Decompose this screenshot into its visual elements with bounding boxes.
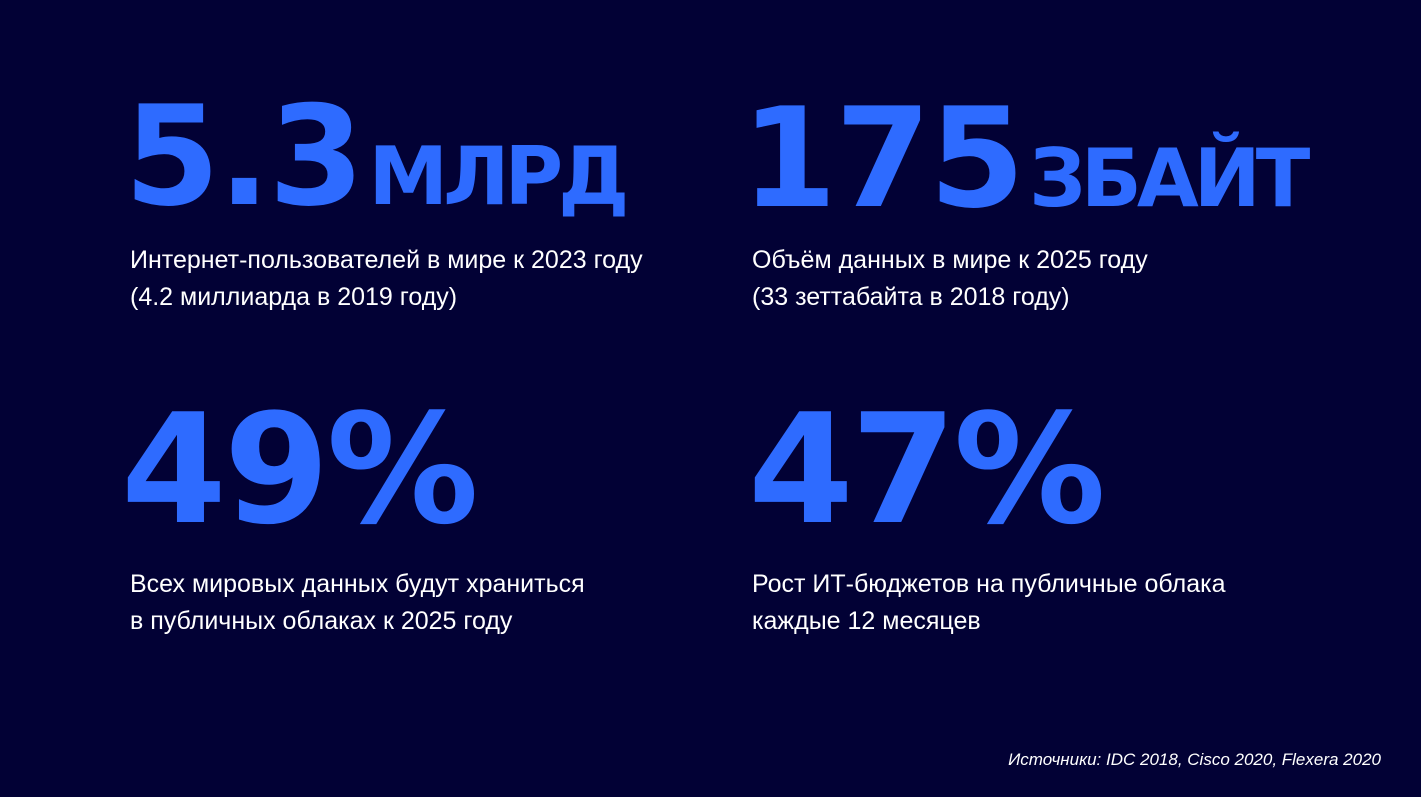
- stat-number: 49%: [121, 381, 479, 558]
- description-line: в публичных облаках к 2025 году: [130, 607, 513, 635]
- description-line: Объём данных в мире к 2025 году: [752, 246, 1148, 274]
- stat-unit: ЗБАЙТ: [1029, 132, 1310, 225]
- description-line: Всех мировых данных будут храниться: [130, 570, 585, 598]
- sources-note: Источники: IDC 2018, Cisco 2020, Flexera…: [1008, 750, 1381, 769]
- stat-public-cloud-data-description: Всех мировых данных будут храниться в пу…: [130, 566, 585, 640]
- description-line: (4.2 миллиарда в 2019 году): [130, 283, 458, 311]
- stat-number: 47%: [748, 381, 1106, 558]
- stat-data-volume-description: Объём данных в мире к 2025 году (33 зетт…: [752, 242, 1148, 316]
- stat-number: 175: [741, 78, 1025, 239]
- stat-public-cloud-data-value: 49%: [121, 394, 479, 546]
- stat-it-budget-growth-value: 47%: [748, 394, 1106, 546]
- stat-it-budget-growth-description: Рост ИТ-бюджетов на публичные облака каж…: [752, 566, 1226, 640]
- description-line: Рост ИТ-бюджетов на публичные облака: [752, 570, 1226, 598]
- description-line: каждые 12 месяцев: [752, 607, 981, 635]
- description-line: Интернет-пользователей в мире к 2023 год…: [130, 246, 643, 274]
- stat-data-volume-value: 175ЗБАЙТ: [741, 90, 1310, 228]
- stat-internet-users-value: 5.3МЛРД: [124, 88, 629, 226]
- description-line: (33 зеттабайта в 2018 году): [752, 283, 1070, 311]
- stat-unit: МЛРД: [368, 130, 629, 223]
- stat-number: 5.3: [124, 76, 364, 237]
- stat-internet-users-description: Интернет-пользователей в мире к 2023 год…: [130, 242, 643, 316]
